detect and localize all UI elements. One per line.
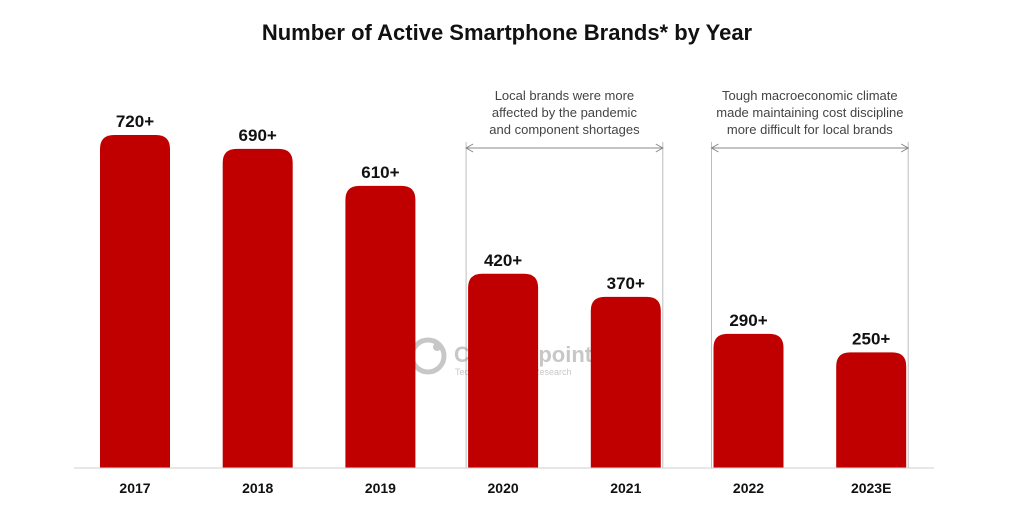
- value-label-2017: 720+: [116, 112, 154, 131]
- annotation-1: Local brands were more affected by the pa…: [465, 88, 664, 468]
- x-tick-2022: 2022: [733, 480, 764, 496]
- x-tick-2021: 2021: [610, 480, 641, 496]
- value-label-2020: 420+: [484, 251, 522, 270]
- watermark-logo-dot: [433, 343, 441, 351]
- bar-series: [100, 135, 907, 468]
- value-label-2023E: 250+: [852, 329, 890, 348]
- bar-2017: [100, 135, 170, 468]
- bar-2019: [345, 185, 416, 468]
- bar-2020: [468, 273, 539, 468]
- chart-title: Number of Active Smartphone Brands* by Y…: [262, 20, 753, 45]
- annotation-2: Tough macroeconomic climate made maintain…: [710, 88, 910, 468]
- bar-2018: [222, 148, 293, 468]
- x-tick-2017: 2017: [119, 480, 150, 496]
- annotation-text-line: made maintaining cost discipline: [716, 105, 903, 120]
- x-axis-ticks: 2017 2018 2019 2020 2021 2022 2023E: [119, 480, 891, 496]
- annotation-text-line: and component shortages: [489, 122, 640, 137]
- annotation-text-line: affected by the pandemic: [492, 105, 638, 120]
- value-label-2018: 690+: [239, 126, 277, 145]
- arrow-right-icon: [655, 143, 664, 153]
- bar-2021: [590, 296, 661, 468]
- annotation-text-line: Local brands were more: [495, 88, 634, 103]
- arrow-left-icon: [465, 143, 474, 153]
- bar-2023E: [836, 352, 907, 468]
- arrow-left-icon: [710, 143, 719, 153]
- x-tick-2019: 2019: [365, 480, 396, 496]
- arrow-right-icon: [900, 143, 910, 153]
- x-tick-2023E: 2023E: [851, 480, 891, 496]
- bar-2022: [713, 333, 784, 468]
- annotation-text-line: Tough macroeconomic climate: [722, 88, 898, 103]
- x-tick-2020: 2020: [488, 480, 519, 496]
- value-label-2019: 610+: [361, 163, 399, 182]
- value-label-2022: 290+: [729, 311, 767, 330]
- value-labels: 720+ 690+ 610+ 420+ 370+ 290+ 250+: [116, 112, 891, 348]
- annotations: Local brands were more affected by the pa…: [465, 88, 910, 468]
- x-tick-2018: 2018: [242, 480, 273, 496]
- annotation-text-line: more difficult for local brands: [727, 122, 893, 137]
- value-label-2021: 370+: [607, 274, 645, 293]
